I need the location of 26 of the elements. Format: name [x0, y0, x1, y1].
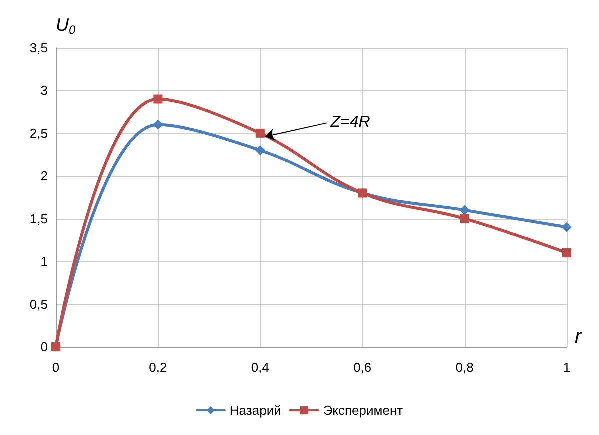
point — [255, 146, 266, 156]
y-tick-label: 0,5 — [30, 296, 48, 312]
y-tick-label: 1,5 — [30, 211, 48, 226]
x-tick-label: 0,2 — [149, 360, 168, 375]
annotation: Z=4R — [330, 114, 371, 131]
point — [562, 222, 572, 232]
legend-label: Эксперимент — [323, 403, 404, 418]
y-tick-label: 1 — [40, 254, 48, 270]
y-tick-label: 3,5 — [30, 40, 48, 56]
y-tick-label: 3 — [40, 83, 48, 98]
x-axis-title: r — [575, 326, 583, 348]
point — [460, 214, 470, 224]
point — [153, 120, 164, 130]
y-tick-label: 2 — [40, 168, 48, 184]
x-tick-label: 1 — [563, 360, 571, 375]
x-tick-label: 0 — [52, 360, 60, 375]
x-tick-label: 0,8 — [456, 360, 474, 375]
legend-label: Назарий — [230, 403, 282, 418]
x-tick-label: 0,6 — [354, 360, 372, 375]
x-tick-label: 0,4 — [251, 360, 270, 375]
point — [562, 248, 572, 258]
y-tick-label: 2,5 — [30, 126, 48, 141]
point — [154, 94, 163, 104]
point — [460, 205, 470, 216]
y-tick-label: 0 — [40, 340, 48, 354]
point — [256, 128, 265, 138]
